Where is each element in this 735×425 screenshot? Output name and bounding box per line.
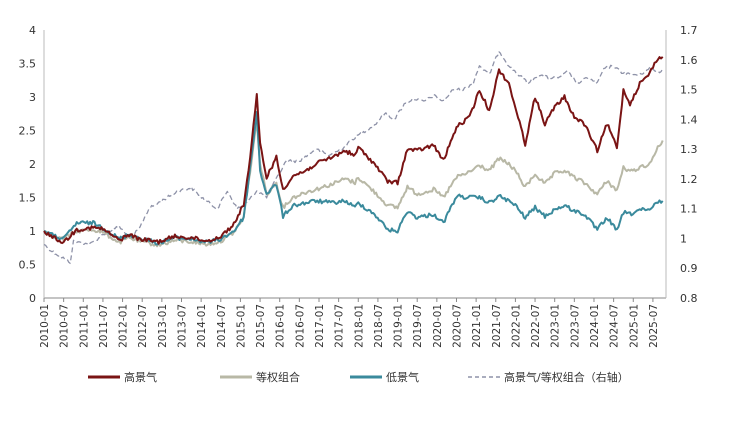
- series-layer: [43, 51, 664, 265]
- x-tick-label: 2011-01: [78, 304, 90, 348]
- x-axis: 2010-01 2010-07 2011-01 2011-07 2012-01 2012-…: [39, 298, 660, 348]
- x-tick-label: 2021-07: [491, 304, 503, 348]
- x-tick-label: 2019-01: [393, 304, 405, 348]
- legend-label: 高景气: [124, 370, 157, 384]
- series-line-0: [43, 56, 664, 245]
- x-tick-label: 2022-01: [510, 304, 522, 348]
- left-tick-label: 4: [29, 24, 36, 37]
- x-tick: 2016-01: [275, 304, 287, 348]
- x-tick-label: 2010-01: [39, 304, 51, 348]
- x-tick-label: 2023-07: [569, 304, 581, 348]
- legend-label: 等权组合: [256, 370, 300, 384]
- right-tick-label: 1.6: [680, 54, 698, 67]
- x-tick: 2014-07: [216, 304, 228, 348]
- series-line-3: [43, 51, 664, 265]
- left-tick-label: 1.5: [19, 192, 37, 205]
- x-tick-label: 2015-07: [255, 304, 267, 348]
- x-tick-label: 2018-01: [353, 304, 365, 348]
- x-tick: 2016-07: [294, 304, 306, 348]
- x-tick: 2025-07: [648, 304, 660, 348]
- right-tick-label: 1.2: [680, 173, 698, 186]
- x-tick-label: 2022-07: [530, 304, 542, 348]
- x-tick: 2018-07: [373, 304, 385, 348]
- x-tick-label: 2018-07: [373, 304, 385, 348]
- x-tick-label: 2012-01: [118, 304, 130, 348]
- legend-label: 高景气/等权组合（右轴）: [504, 370, 629, 384]
- x-tick: 2024-07: [609, 304, 621, 348]
- plot-area: [43, 30, 667, 299]
- left-tick-label: 2: [29, 158, 36, 171]
- x-tick-label: 2023-01: [550, 304, 562, 348]
- x-tick-label: 2015-01: [235, 304, 247, 348]
- x-tick-label: 2012-07: [137, 304, 149, 348]
- x-tick: 2015-01: [235, 304, 247, 348]
- x-tick: 2021-07: [491, 304, 503, 348]
- x-tick: 2012-07: [137, 304, 149, 348]
- x-tick-label: 2025-07: [648, 304, 660, 348]
- left-tick-label: 0: [29, 292, 36, 305]
- x-tick-label: 2016-01: [275, 304, 287, 348]
- x-tick: 2020-01: [432, 304, 444, 348]
- x-tick: 2022-07: [530, 304, 542, 348]
- x-tick: 2019-01: [393, 304, 405, 348]
- right-y-axis: 0.8 0.9 1 1.1 1.2 1.3 1.4 1.5 1.6 1.7: [680, 24, 698, 305]
- x-tick: 2011-01: [78, 304, 90, 348]
- x-tick: 2011-07: [98, 304, 110, 348]
- x-tick: 2013-01: [157, 304, 169, 348]
- left-tick-label: 2.5: [19, 125, 37, 138]
- left-y-axis: 0 0.5 1 1.5 2 2.5 3 3.5 4: [19, 24, 37, 305]
- x-tick: 2017-07: [334, 304, 346, 348]
- x-tick: 2022-01: [510, 304, 522, 348]
- x-tick: 2020-07: [451, 304, 463, 348]
- legend: 高景气 等权组合 低景气 高景气/等权组合（右轴）: [88, 370, 629, 384]
- x-tick: 2012-01: [118, 304, 130, 348]
- x-tick: 2024-01: [589, 304, 601, 348]
- right-tick-label: 1.4: [680, 113, 698, 126]
- x-tick-label: 2020-07: [451, 304, 463, 348]
- right-tick-label: 0.9: [680, 262, 698, 275]
- right-tick-label: 1.5: [680, 84, 698, 97]
- x-tick-label: 2011-07: [98, 304, 110, 348]
- x-tick-label: 2014-01: [196, 304, 208, 348]
- right-tick-label: 1: [680, 232, 687, 245]
- x-tick-label: 2013-07: [176, 304, 188, 348]
- x-tick: 2018-01: [353, 304, 365, 348]
- right-tick-label: 1.7: [680, 24, 698, 37]
- x-tick-label: 2024-01: [589, 304, 601, 348]
- x-tick-label: 2019-07: [412, 304, 424, 348]
- x-tick: 2021-01: [471, 304, 483, 348]
- x-tick-label: 2014-07: [216, 304, 228, 348]
- x-tick-label: 2013-01: [157, 304, 169, 348]
- x-tick: 2014-01: [196, 304, 208, 348]
- right-tick-label: 1.3: [680, 143, 698, 156]
- left-tick-label: 3.5: [19, 58, 37, 71]
- x-tick: 2019-07: [412, 304, 424, 348]
- x-tick-label: 2025-01: [628, 304, 640, 348]
- series-line-2: [43, 111, 664, 246]
- x-tick: 2010-01: [39, 304, 51, 348]
- x-tick-label: 2021-01: [471, 304, 483, 348]
- x-tick: 2025-01: [628, 304, 640, 348]
- x-tick: 2015-07: [255, 304, 267, 348]
- x-tick-label: 2020-01: [432, 304, 444, 348]
- x-tick: 2023-01: [550, 304, 562, 348]
- x-tick: 2010-07: [59, 304, 71, 348]
- left-tick-label: 1: [29, 225, 36, 238]
- left-tick-label: 3: [29, 91, 36, 104]
- x-tick-label: 2017-07: [334, 304, 346, 348]
- legend-label: 低景气: [386, 370, 419, 384]
- x-tick: 2017-01: [314, 304, 326, 348]
- right-tick-label: 1.1: [680, 203, 698, 216]
- x-tick: 2013-07: [176, 304, 188, 348]
- x-tick-label: 2010-07: [59, 304, 71, 348]
- left-tick-label: 0.5: [19, 259, 37, 272]
- x-tick-label: 2016-07: [294, 304, 306, 348]
- x-tick: 2023-07: [569, 304, 581, 348]
- x-tick-label: 2024-07: [609, 304, 621, 348]
- x-tick-label: 2017-01: [314, 304, 326, 348]
- right-tick-label: 0.8: [680, 292, 698, 305]
